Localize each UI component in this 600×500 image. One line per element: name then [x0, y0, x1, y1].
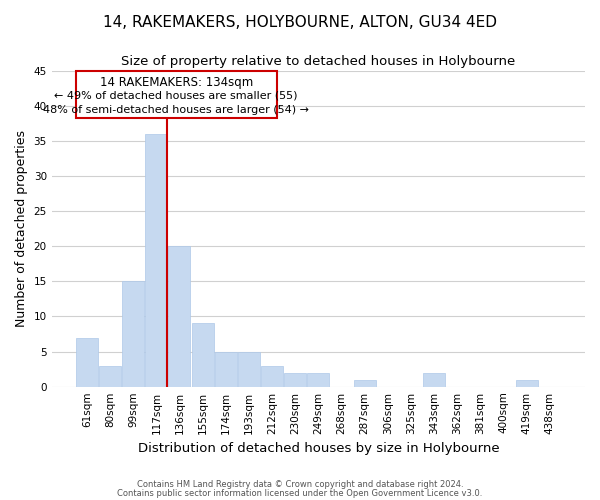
Text: Contains HM Land Registry data © Crown copyright and database right 2024.: Contains HM Land Registry data © Crown c…: [137, 480, 463, 489]
Bar: [191, 324, 214, 386]
Bar: [353, 380, 376, 386]
Text: 48% of semi-detached houses are larger (54) →: 48% of semi-detached houses are larger (…: [43, 105, 309, 115]
Y-axis label: Number of detached properties: Number of detached properties: [15, 130, 28, 327]
Text: 14, RAKEMAKERS, HOLYBOURNE, ALTON, GU34 4ED: 14, RAKEMAKERS, HOLYBOURNE, ALTON, GU34 …: [103, 15, 497, 30]
Text: Contains public sector information licensed under the Open Government Licence v3: Contains public sector information licen…: [118, 489, 482, 498]
Bar: [423, 372, 445, 386]
FancyBboxPatch shape: [76, 70, 277, 118]
Bar: [122, 282, 144, 387]
Text: ← 49% of detached houses are smaller (55): ← 49% of detached houses are smaller (55…: [55, 90, 298, 100]
Bar: [169, 246, 190, 386]
Bar: [145, 134, 167, 386]
Text: 14 RAKEMAKERS: 134sqm: 14 RAKEMAKERS: 134sqm: [100, 76, 253, 89]
Bar: [515, 380, 538, 386]
Bar: [76, 338, 98, 386]
Bar: [215, 352, 237, 386]
Bar: [284, 372, 306, 386]
Bar: [261, 366, 283, 386]
Bar: [307, 372, 329, 386]
Title: Size of property relative to detached houses in Holybourne: Size of property relative to detached ho…: [121, 55, 515, 68]
X-axis label: Distribution of detached houses by size in Holybourne: Distribution of detached houses by size …: [137, 442, 499, 455]
Bar: [238, 352, 260, 386]
Bar: [99, 366, 121, 386]
